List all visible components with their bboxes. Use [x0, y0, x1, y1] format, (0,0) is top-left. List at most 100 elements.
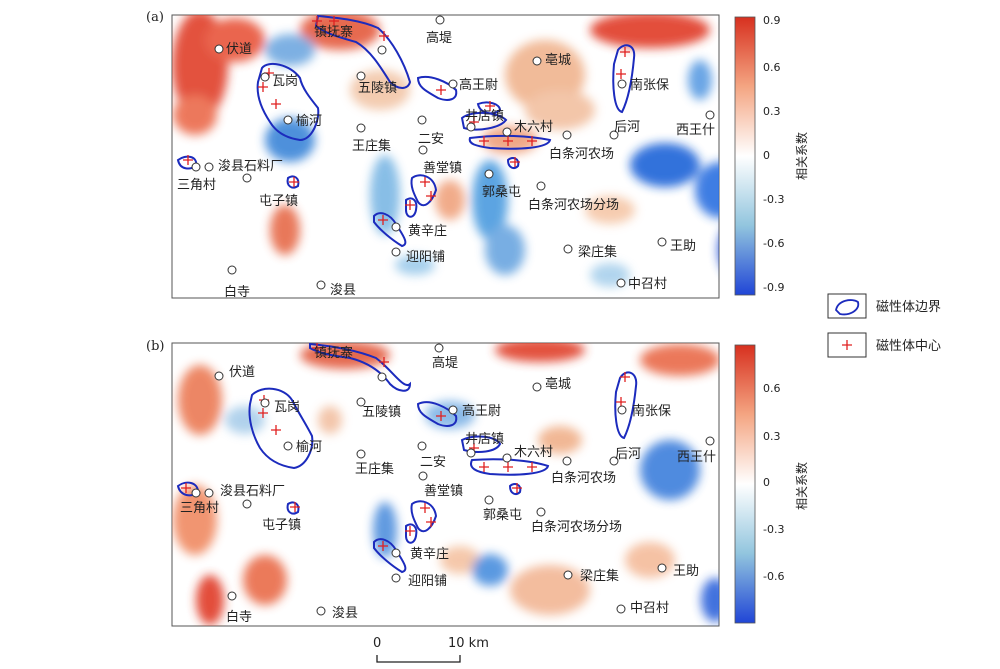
place-marker: 迎阳铺	[391, 247, 445, 265]
body-boundary	[508, 483, 522, 495]
place-label: 王庄集	[352, 138, 391, 154]
place-marker: 镇抚寨	[314, 24, 387, 55]
place-marker: 五陵镇	[356, 71, 397, 96]
panel-a-places: 伏道 镇抚寨 高堤 亳城 瓦岗 五陵镇 高王尉 南张保 榆河 井店镇 后河 西王…	[177, 15, 715, 300]
place-marker: 二安	[417, 441, 446, 470]
place-label: 井店镇	[465, 109, 504, 124]
legend-boundary-icon	[835, 299, 860, 316]
place-label: 二安	[420, 455, 446, 470]
place-label: 浚县	[332, 606, 358, 621]
place-label: 王助	[673, 564, 699, 579]
place-label: 伏道	[229, 365, 255, 380]
place-label: 后河	[614, 120, 640, 135]
place-marker: 亳城	[532, 376, 571, 392]
colorbar-tick: -0.6	[763, 237, 784, 250]
place-label: 浚县	[330, 283, 356, 298]
place-label: 五陵镇	[358, 81, 397, 96]
colorbar-tick: 0.9	[763, 14, 781, 27]
panel-a-centers	[183, 16, 630, 225]
place-marker: 榆河	[283, 440, 322, 455]
place-label: 井店镇	[465, 432, 504, 447]
place-marker: 浚县石料厂	[204, 484, 285, 499]
place-label: 后河	[615, 447, 641, 462]
place-marker: 白寺	[224, 265, 250, 300]
place-marker: 白条河农场分场	[531, 507, 622, 535]
place-label: 中召村	[630, 601, 669, 616]
place-label: 黄辛庄	[410, 546, 449, 562]
colorbar-tick: -0.9	[763, 281, 784, 294]
body-boundary	[314, 14, 412, 89]
place-marker: 黄辛庄	[391, 546, 449, 562]
place-marker: 善堂镇	[418, 145, 462, 176]
place-marker: 屯子镇	[242, 173, 298, 209]
colorbar-gradient	[734, 344, 756, 624]
place-marker: 西王什	[676, 110, 715, 138]
place-marker: 三角村	[180, 488, 219, 516]
place-label: 黄辛庄	[408, 223, 447, 239]
body-boundary	[286, 175, 300, 189]
place-label: 迎阳铺	[406, 250, 445, 265]
place-marker: 白条河农场	[551, 456, 616, 486]
place-marker: 南张保	[617, 403, 671, 419]
scale-bar-end: 10 km	[448, 636, 489, 651]
place-marker: 镇抚寨	[314, 345, 387, 382]
panel-a-frame	[171, 14, 720, 299]
panel-b-colorbar: 0.6 0.3 0 -0.3 -0.6 相关系数	[734, 344, 809, 624]
place-label: 南张保	[630, 77, 669, 93]
place-marker: 王助	[657, 563, 699, 579]
place-label: 郭桑屯	[482, 184, 521, 200]
scale-bar-line	[376, 655, 461, 663]
place-label: 白条河农场	[551, 470, 616, 486]
place-marker: 三角村	[177, 162, 216, 193]
place-label: 善堂镇	[423, 160, 462, 176]
panel-a-heatmap	[172, 15, 719, 287]
place-marker: 后河	[609, 120, 640, 140]
place-marker: 白寺	[226, 591, 252, 625]
panel-b-letter: (b)	[146, 339, 165, 354]
place-label: 瓦岗	[274, 400, 300, 415]
legend: 磁性体边界 磁性体中心	[827, 293, 941, 358]
panel-b-places: 伏道 镇抚寨 高堤 亳城 瓦岗 五陵镇 高王尉 南张保 榆河 井店镇 后河 西王…	[180, 343, 716, 625]
place-label: 屯子镇	[259, 194, 298, 209]
place-marker: 井店镇	[465, 432, 504, 458]
place-marker: 黄辛庄	[391, 222, 447, 239]
place-label: 南张保	[632, 403, 671, 419]
place-label: 榆河	[296, 114, 322, 129]
colorbar-tick: -0.6	[763, 570, 784, 583]
place-label: 王助	[670, 239, 696, 254]
place-label: 伏道	[226, 42, 252, 57]
place-label: 三角村	[177, 178, 216, 193]
colorbar-tick: 0.3	[763, 105, 781, 118]
place-label: 榆河	[296, 440, 322, 455]
colorbar-tick: 0.3	[763, 430, 781, 443]
panel-b-magnetic-bodies	[176, 342, 638, 574]
body-boundary	[614, 371, 638, 440]
place-label: 浚县石料厂	[220, 484, 285, 499]
body-boundary	[405, 197, 418, 218]
body-boundary	[468, 134, 552, 150]
colorbar-gradient	[734, 16, 756, 296]
place-label: 中召村	[628, 277, 667, 292]
body-boundary	[405, 523, 418, 544]
place-label: 白寺	[226, 609, 252, 625]
place-marker: 浚县石料厂	[204, 159, 283, 174]
body-boundary	[416, 76, 458, 101]
place-marker: 高堤	[432, 343, 458, 371]
body-boundary	[612, 44, 636, 114]
place-label: 王庄集	[355, 461, 394, 477]
place-marker: 善堂镇	[418, 471, 463, 499]
colorbar-title: 相关系数	[794, 462, 809, 510]
scale-bar-start: 0	[373, 636, 381, 651]
place-marker: 木六村	[502, 445, 553, 463]
place-marker: 伏道	[214, 365, 255, 381]
colorbar-tick: 0.6	[763, 61, 781, 74]
scale-bar: 0 10 km	[373, 636, 489, 663]
place-label: 镇抚寨	[314, 345, 353, 361]
panel-a-letter: (a)	[146, 10, 164, 25]
place-marker: 梁庄集	[563, 244, 617, 260]
place-label: 白寺	[224, 284, 250, 300]
place-marker: 井店镇	[465, 109, 504, 132]
place-label: 白条河农场	[549, 146, 614, 162]
place-marker: 亳城	[532, 52, 571, 68]
